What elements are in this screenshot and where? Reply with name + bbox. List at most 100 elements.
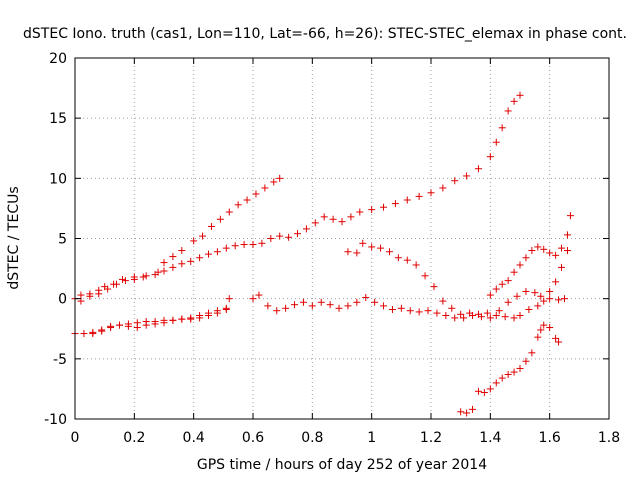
data-point <box>368 206 376 214</box>
data-point <box>368 243 376 251</box>
data-point <box>439 297 447 305</box>
data-point <box>510 268 518 276</box>
data-point <box>338 218 346 226</box>
data-point <box>258 239 266 247</box>
y-tick-label: 10 <box>49 171 67 187</box>
data-point <box>160 319 168 327</box>
data-point <box>531 289 539 297</box>
data-point <box>86 292 94 300</box>
data-point <box>222 244 230 252</box>
data-point <box>552 278 560 286</box>
data-point <box>347 213 355 221</box>
y-tick-label: -5 <box>53 352 67 368</box>
data-point <box>534 333 542 341</box>
data-point <box>160 267 168 275</box>
data-point <box>546 324 554 332</box>
data-point <box>546 295 554 303</box>
data-point <box>187 315 195 323</box>
data-point <box>397 304 405 312</box>
data-point <box>151 320 159 328</box>
data-point <box>107 322 115 330</box>
data-point <box>249 295 257 303</box>
data-point <box>276 232 284 240</box>
data-point <box>486 291 494 299</box>
series-arc-f <box>344 239 571 322</box>
data-point <box>252 190 260 198</box>
data-point <box>528 247 536 255</box>
data-point <box>558 263 566 271</box>
data-point <box>255 291 263 299</box>
data-point <box>555 296 563 304</box>
data-point <box>353 249 361 257</box>
data-point <box>178 260 186 268</box>
x-tick-label: 0 <box>71 430 80 446</box>
data-point <box>504 298 512 306</box>
data-point <box>356 208 364 216</box>
x-tick-label: 1.8 <box>598 430 620 446</box>
data-point <box>302 225 310 233</box>
data-point <box>540 297 548 305</box>
data-point <box>359 239 367 247</box>
data-point <box>225 208 233 216</box>
data-point <box>480 389 488 397</box>
data-point <box>439 184 447 192</box>
data-points <box>71 91 574 417</box>
data-point <box>403 196 411 204</box>
data-point <box>566 212 574 220</box>
x-tick-label: 1.2 <box>420 430 442 446</box>
data-point <box>240 241 248 249</box>
data-point <box>320 213 328 221</box>
data-point <box>424 307 432 315</box>
data-point <box>457 408 465 416</box>
data-point <box>552 251 560 259</box>
data-point <box>504 370 512 378</box>
data-point <box>522 254 530 262</box>
data-point <box>205 312 212 320</box>
y-tick-label: 0 <box>58 292 67 308</box>
x-tick-label: 1.4 <box>479 430 501 446</box>
data-point <box>118 275 126 283</box>
data-point <box>335 304 343 312</box>
data-point <box>498 374 506 382</box>
data-point <box>190 237 198 245</box>
data-point <box>234 201 242 209</box>
data-point <box>142 272 150 280</box>
data-point <box>510 368 518 376</box>
data-point <box>540 245 548 253</box>
data-point <box>77 291 85 299</box>
data-point <box>353 298 361 306</box>
data-point <box>510 97 518 105</box>
series-arc-g <box>486 212 574 299</box>
data-point <box>427 189 435 197</box>
data-point <box>264 302 272 310</box>
data-point <box>196 314 204 322</box>
data-point <box>448 304 456 312</box>
data-point <box>406 307 414 315</box>
data-point <box>205 250 212 258</box>
data-point <box>160 259 168 267</box>
data-point <box>463 409 471 417</box>
data-point <box>412 261 420 269</box>
data-point <box>486 153 494 161</box>
x-tick-label: 0.8 <box>301 430 323 446</box>
y-tick-label: 20 <box>49 51 67 67</box>
data-point <box>196 254 204 262</box>
data-point <box>243 196 251 204</box>
data-point <box>385 248 393 256</box>
data-point <box>133 324 141 332</box>
data-point <box>474 387 482 395</box>
data-point <box>216 215 224 223</box>
data-point <box>492 285 500 293</box>
data-point <box>377 244 385 252</box>
y-tick-label: -10 <box>44 412 67 428</box>
data-point <box>474 165 482 173</box>
data-point <box>516 261 524 269</box>
x-tick-label: 1 <box>367 430 376 446</box>
data-point <box>451 177 459 185</box>
data-point <box>442 312 450 320</box>
data-point <box>294 230 301 238</box>
data-point <box>498 124 506 132</box>
data-point <box>466 309 474 317</box>
data-point <box>415 308 423 316</box>
x-tick-label: 0.2 <box>123 430 145 446</box>
